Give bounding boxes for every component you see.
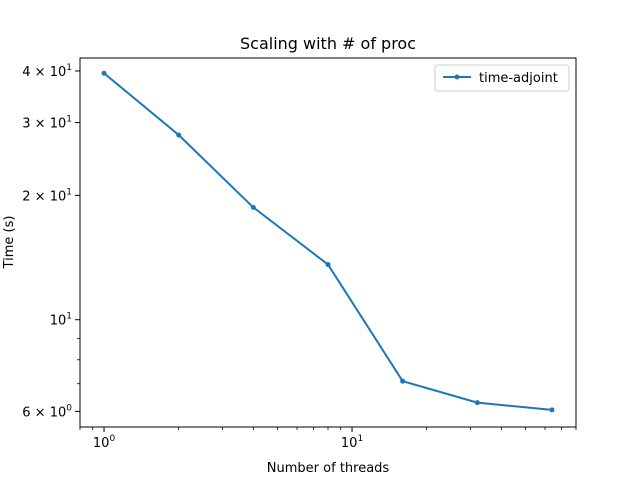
x-tick-base: 10 [93, 436, 110, 451]
x-tick-label: 100 [93, 434, 116, 451]
data-point [325, 262, 331, 268]
y-tick-coefficient: 2 [22, 189, 30, 204]
legend-label-time-adjoint: time-adjoint [479, 71, 558, 86]
y-tick-base: 10 [50, 405, 67, 420]
y-tick-base: 10 [50, 189, 67, 204]
y-tick-times-sign: × [31, 405, 50, 420]
y-tick-label: 4 × 101 [22, 63, 72, 80]
x-tick-label: 101 [341, 434, 363, 451]
y-tick-label: 6 × 100 [22, 403, 72, 420]
y-tick-coefficient: 4 [22, 65, 30, 80]
x-tick-exponent: 0 [109, 434, 115, 444]
y-tick-base: 10 [50, 314, 67, 329]
y-tick-exponent: 1 [66, 187, 72, 197]
y-tick-base: 10 [50, 65, 67, 80]
data-point [549, 407, 555, 413]
y-tick-label: 2 × 101 [22, 187, 72, 204]
data-point [250, 204, 256, 210]
y-tick-coefficient: 6 [22, 405, 30, 420]
y-tick-exponent: 0 [66, 403, 72, 413]
y-tick-times-sign: × [31, 117, 50, 132]
data-point [176, 132, 182, 138]
y-tick-exponent: 1 [66, 312, 72, 322]
plot-area [80, 58, 576, 427]
data-point [474, 400, 480, 406]
series-layer [101, 70, 555, 413]
x-tick-exponent: 1 [357, 434, 363, 444]
legend-box [434, 64, 570, 92]
y-tick-label: 101 [50, 312, 72, 329]
data-point [400, 378, 406, 384]
legend-marker-time-adjoint [454, 74, 460, 80]
x-axis-label: Number of threads [267, 461, 390, 476]
y-tick-times-sign: × [31, 65, 50, 80]
x-tick-base: 10 [341, 436, 358, 451]
y-tick-exponent: 1 [66, 63, 72, 73]
y-tick-times-sign: × [31, 189, 50, 204]
y-tick-base: 10 [50, 117, 67, 132]
y-tick-exponent: 1 [66, 115, 72, 125]
axes-frame [79, 57, 577, 428]
y-axis-label: Time (s) [2, 216, 17, 270]
data-point [101, 70, 107, 76]
y-tick-label: 3 × 101 [22, 115, 72, 132]
legend: time-adjoint [434, 64, 570, 92]
axes-background [80, 58, 576, 427]
chart-title: Scaling with # of proc [240, 34, 416, 53]
y-tick-coefficient: 3 [22, 117, 30, 132]
